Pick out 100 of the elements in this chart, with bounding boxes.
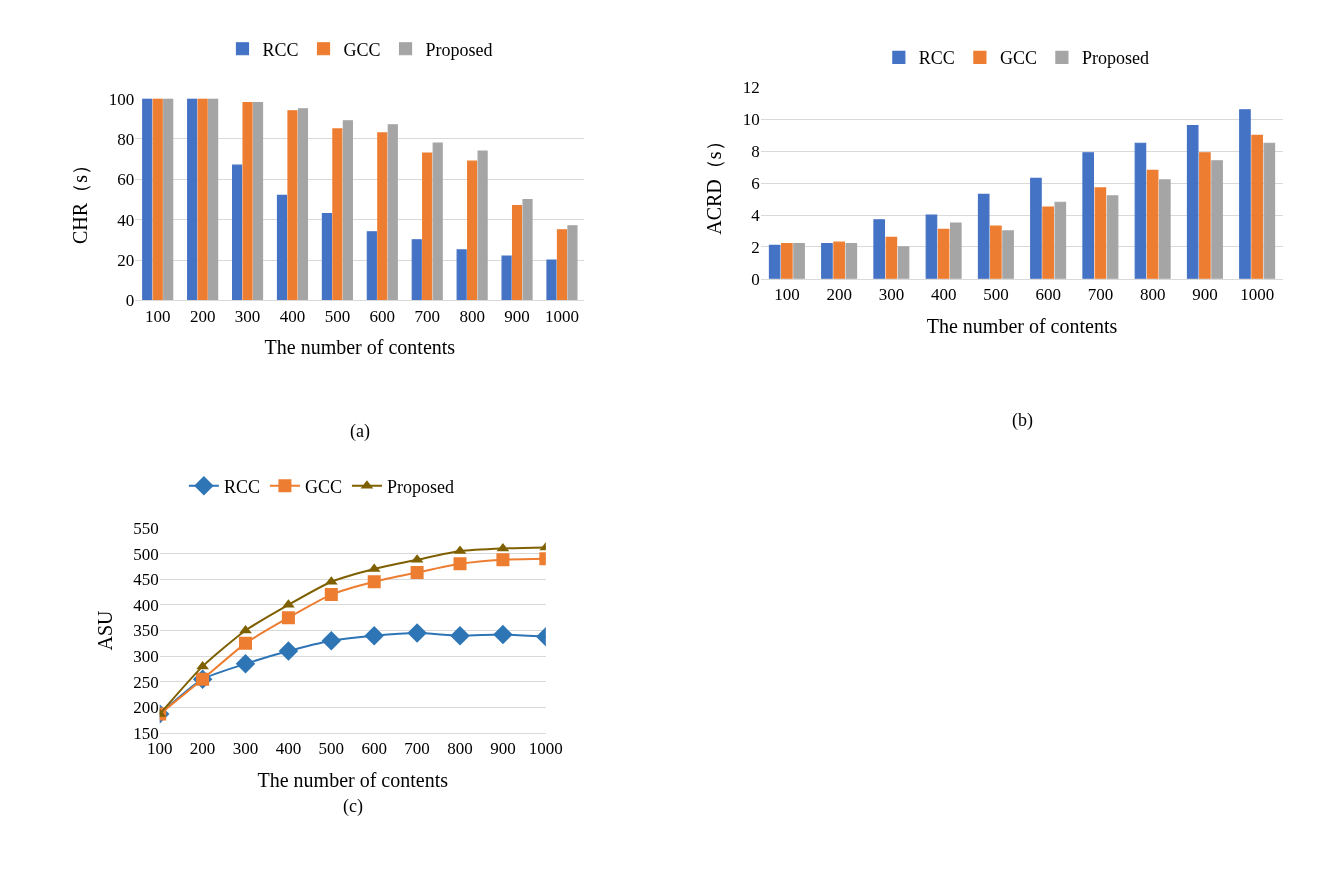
bar xyxy=(163,98,174,301)
point xyxy=(367,575,381,589)
legend-label: RCC xyxy=(262,39,299,60)
y-axis-title: CHR（s） xyxy=(69,155,92,244)
x-tick-label: 600 xyxy=(1035,285,1061,305)
text: (c) xyxy=(343,796,363,817)
point xyxy=(410,566,424,580)
x-tick-label: 500 xyxy=(983,285,1009,305)
y-tick-label: 300 xyxy=(133,647,159,667)
bar xyxy=(793,243,805,279)
point xyxy=(407,623,427,643)
bar xyxy=(1042,206,1054,279)
legend-label: RCC xyxy=(223,476,260,497)
x-tick-label: 700 xyxy=(404,739,430,759)
x-tick-label: 400 xyxy=(275,739,302,759)
y-tick-label: 80 xyxy=(117,129,135,149)
bar xyxy=(276,194,288,301)
x-tick-label: 200 xyxy=(826,285,852,305)
bar xyxy=(231,164,243,301)
bar xyxy=(556,229,568,301)
bar xyxy=(845,243,858,279)
bar xyxy=(977,193,990,279)
bar xyxy=(546,259,557,301)
bar xyxy=(411,239,422,301)
y-tick-label: 0 xyxy=(751,269,760,289)
point xyxy=(324,588,338,602)
bar xyxy=(873,219,886,279)
bar xyxy=(297,108,309,301)
bar xyxy=(1146,169,1159,279)
point xyxy=(364,625,384,646)
bar xyxy=(1030,177,1042,279)
y-tick-label: 550 xyxy=(133,518,159,538)
x-tick-label: 700 xyxy=(1087,285,1114,305)
bar xyxy=(885,236,898,279)
bar xyxy=(208,98,219,301)
bar xyxy=(567,225,578,301)
x-tick-label: 800 xyxy=(459,306,485,326)
bar xyxy=(1106,195,1119,279)
text: (a) xyxy=(350,421,370,442)
x-tick-label: 900 xyxy=(490,739,516,759)
point xyxy=(281,611,295,625)
x-tick-label: 200 xyxy=(189,739,216,759)
y-tick-label: 400 xyxy=(133,595,159,615)
x-tick-label: 900 xyxy=(1192,285,1218,305)
x-axis-title: The number of contents xyxy=(926,314,1118,337)
x-tick-label: 1000 xyxy=(528,739,563,759)
point xyxy=(493,624,513,645)
legend-label: Proposed xyxy=(1081,48,1149,69)
y-axis-title: ASU xyxy=(93,609,116,651)
x-tick-label: 800 xyxy=(447,739,473,759)
y-tick-label: 200 xyxy=(133,698,159,718)
bar xyxy=(477,150,488,301)
legend-label: Proposed xyxy=(386,476,454,497)
bar xyxy=(990,225,1002,279)
legend-label: GCC xyxy=(999,48,1037,69)
x-tick-label: 100 xyxy=(774,285,800,305)
x-tick-label: 700 xyxy=(414,306,440,326)
y-tick-label: 4 xyxy=(751,205,761,225)
bar xyxy=(1251,134,1263,279)
bar xyxy=(1239,109,1251,279)
bar xyxy=(1159,179,1171,279)
bar xyxy=(456,249,467,301)
bar xyxy=(467,160,478,301)
x-tick-label: 300 xyxy=(878,285,905,305)
bar xyxy=(197,98,208,301)
bar xyxy=(781,243,793,279)
text: (b) xyxy=(1012,410,1033,431)
bar xyxy=(342,120,353,301)
bar xyxy=(1211,160,1223,279)
y-tick-label: 10 xyxy=(742,110,760,130)
bar xyxy=(332,128,343,301)
y-tick-label: 2 xyxy=(751,237,760,257)
legend-label: GCC xyxy=(343,39,381,60)
y-tick-label: 6 xyxy=(751,174,760,194)
y-tick-label: 60 xyxy=(117,170,135,190)
bar xyxy=(833,241,845,279)
bar xyxy=(152,98,163,301)
bar xyxy=(1094,187,1107,279)
bar xyxy=(1263,142,1276,279)
point xyxy=(450,625,470,646)
legend-label: RCC xyxy=(918,48,955,69)
y-axis-title: ACRD（s） xyxy=(703,131,726,235)
x-tick-label: 900 xyxy=(504,306,530,326)
bar xyxy=(950,222,962,279)
bar xyxy=(1134,142,1147,279)
bar xyxy=(187,98,198,301)
y-tick-label: 450 xyxy=(133,570,159,590)
bar xyxy=(252,102,264,301)
bar xyxy=(1054,201,1067,279)
legend-label: GCC xyxy=(304,476,342,497)
x-tick-label: 400 xyxy=(930,285,957,305)
bar xyxy=(321,213,332,301)
x-tick-label: 500 xyxy=(318,739,345,759)
bar xyxy=(925,214,938,279)
x-tick-label: 300 xyxy=(234,306,261,326)
y-tick-label: 12 xyxy=(742,78,760,98)
bar xyxy=(377,132,388,301)
bar xyxy=(432,142,443,301)
x-tick-label: 200 xyxy=(189,306,216,326)
point xyxy=(453,557,467,571)
